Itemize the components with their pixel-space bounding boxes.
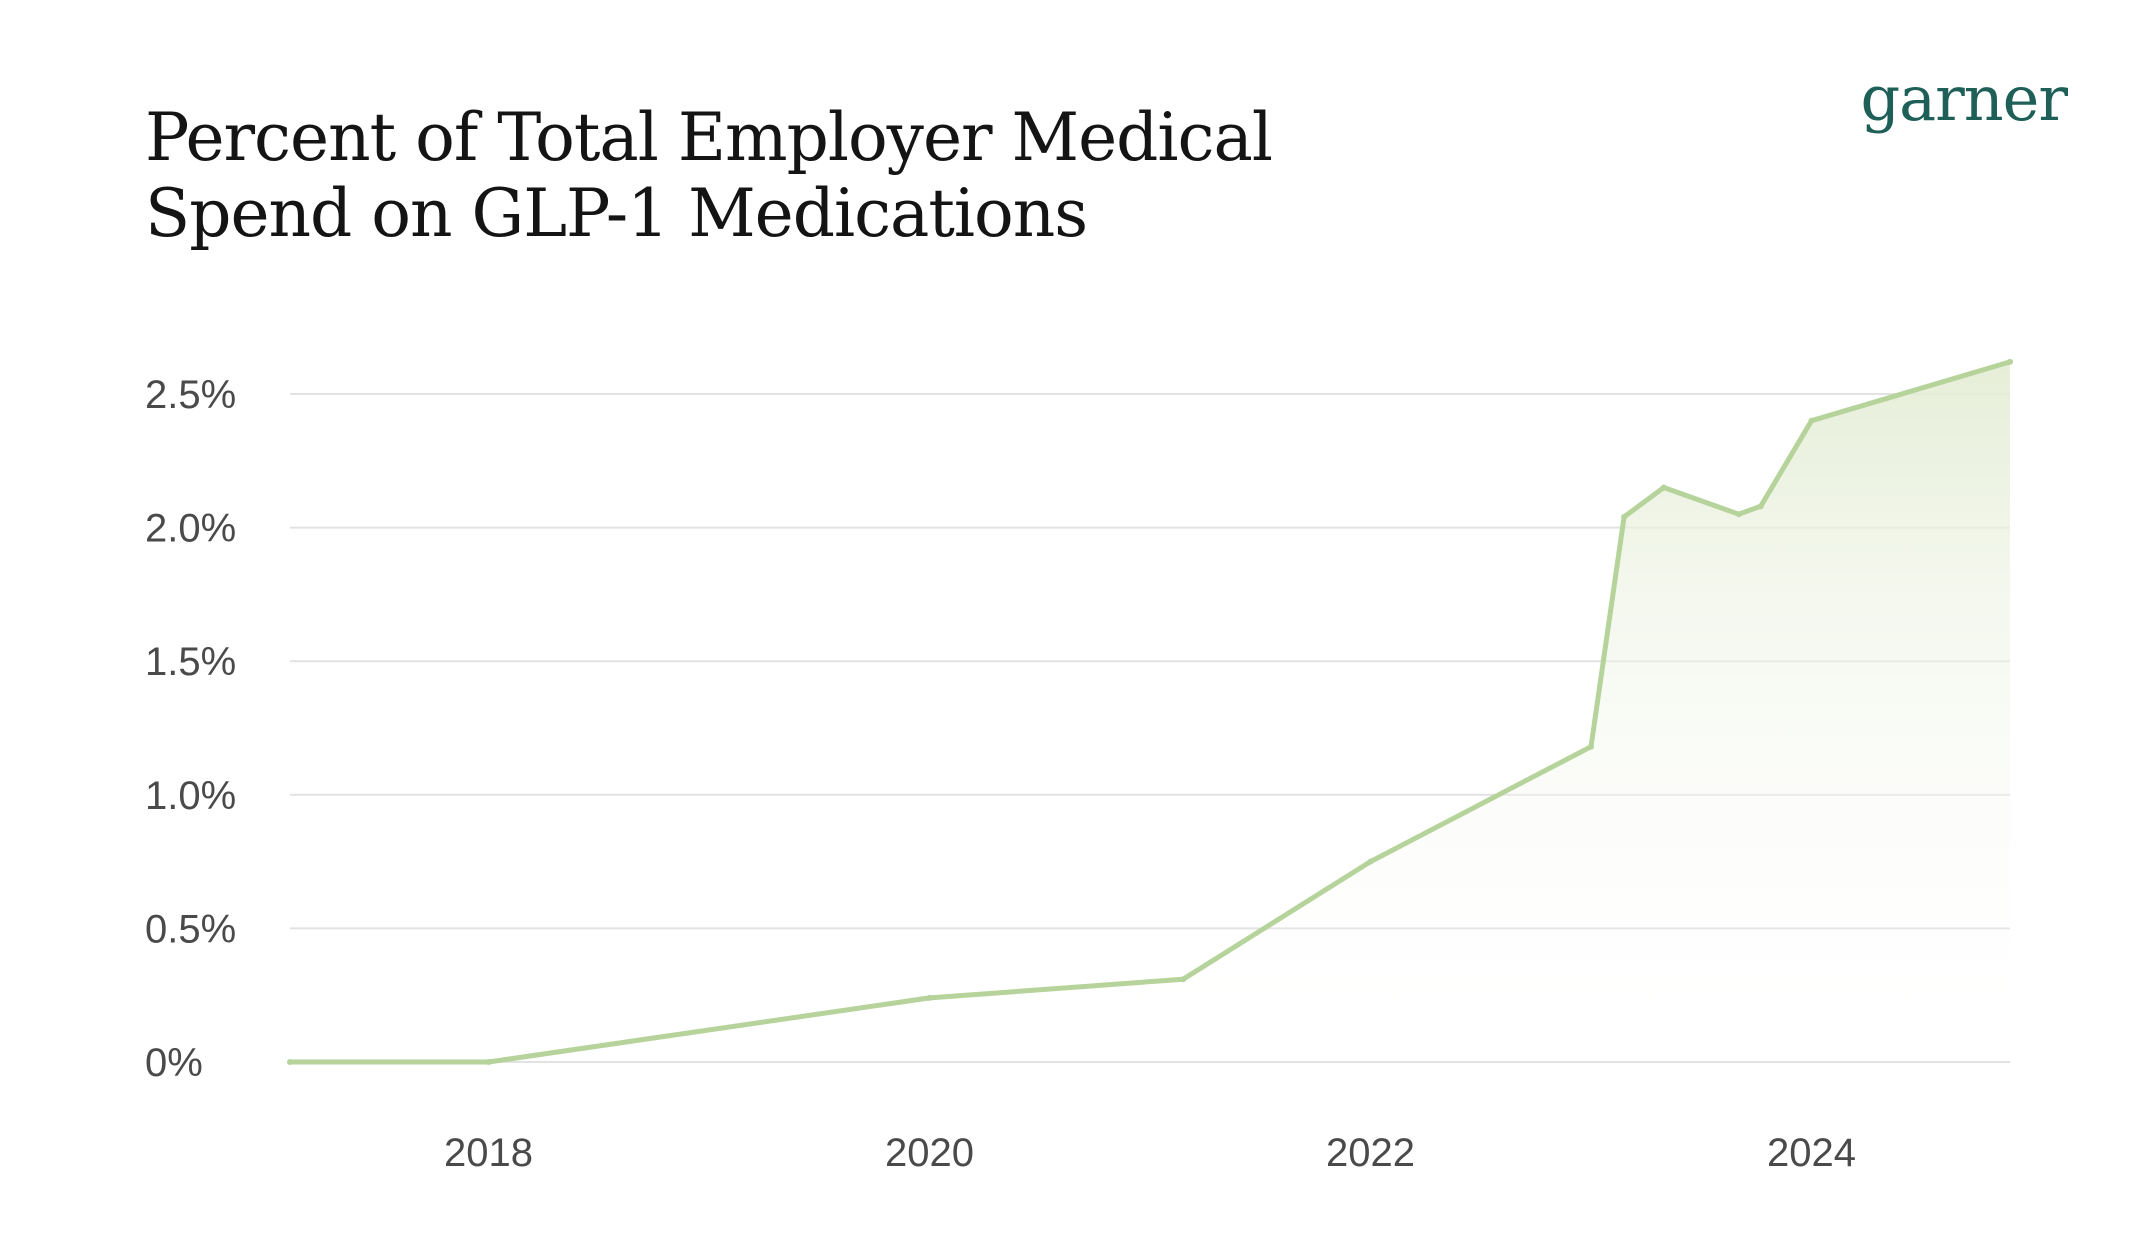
data-points — [287, 358, 2013, 1065]
y-tick-label: 1.0% — [145, 774, 236, 818]
data-point — [926, 994, 933, 1001]
y-axis-labels: 0% 0.5% 1.0% 1.5% 2.0% 2.5% — [145, 373, 236, 1085]
data-point — [1757, 503, 1764, 510]
data-point — [1588, 743, 1594, 750]
data-point — [1180, 976, 1187, 983]
data-point — [485, 1059, 492, 1065]
data-point — [1367, 858, 1374, 865]
x-tick-label: 2022 — [1326, 1131, 1415, 1175]
series-line — [287, 359, 2013, 1065]
garner-logo: garner — [1860, 62, 2068, 135]
area-fill — [290, 361, 2010, 1062]
y-tick-label: 2.0% — [145, 507, 236, 551]
y-tick-label: 1.5% — [145, 640, 236, 684]
x-tick-label: 2020 — [885, 1131, 974, 1175]
y-tick-label: 2.5% — [145, 373, 236, 417]
y-tick-label: 0.5% — [145, 907, 236, 951]
y-tick-label: 0% — [145, 1041, 203, 1085]
x-tick-label: 2024 — [1767, 1131, 1856, 1175]
data-point — [1660, 484, 1667, 491]
data-point — [1808, 417, 1815, 424]
data-point — [287, 1059, 293, 1065]
data-point — [1621, 513, 1628, 520]
x-tick-label: 2018 — [444, 1131, 533, 1175]
x-axis-labels: 2018 2020 2022 2024 — [444, 1131, 1856, 1175]
data-point — [1735, 511, 1742, 518]
chart-title: Percent of Total Employer Medical Spend … — [145, 99, 1273, 252]
data-point — [2007, 358, 2013, 365]
